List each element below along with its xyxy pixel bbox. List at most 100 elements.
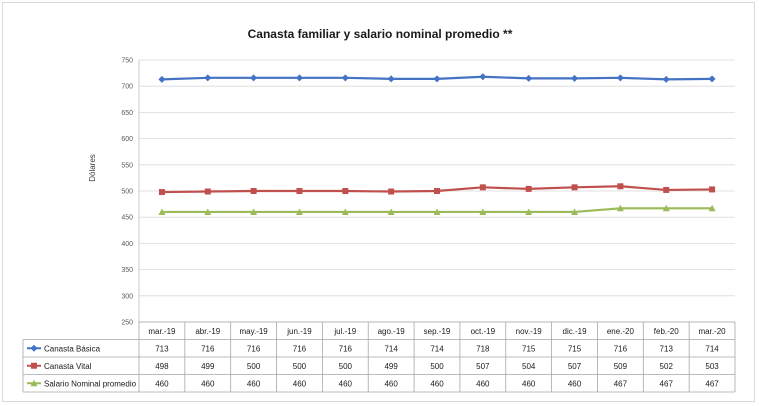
data-point xyxy=(525,185,532,192)
data-label: 499 xyxy=(384,362,398,371)
y-tick-label: 650 xyxy=(121,110,133,117)
y-tick-label: 250 xyxy=(121,320,133,327)
data-point xyxy=(525,208,533,215)
x-tick-label: jul.-19 xyxy=(333,327,356,336)
data-label: 460 xyxy=(339,379,353,388)
data-point xyxy=(708,75,716,83)
y-tick-label: 550 xyxy=(121,162,133,169)
data-point xyxy=(204,74,212,82)
data-point xyxy=(662,75,670,83)
data-point xyxy=(479,184,486,191)
y-axis-ticks: 250 300 350 400 450 500 550 600 650 700 750 xyxy=(121,58,133,327)
data-label: 460 xyxy=(247,379,261,388)
legend-entry: Canasta Básica xyxy=(44,344,101,353)
data-label: 500 xyxy=(247,362,261,371)
data-label: 714 xyxy=(705,344,719,353)
data-label: 504 xyxy=(522,362,536,371)
x-tick-label: abr.-19 xyxy=(195,327,220,336)
data-label: 467 xyxy=(705,379,719,388)
data-point xyxy=(342,188,349,194)
data-label: 714 xyxy=(384,344,398,353)
legend-key-marker xyxy=(30,379,38,387)
data-point xyxy=(250,74,258,82)
data-point xyxy=(158,75,166,83)
data-point xyxy=(341,74,349,82)
x-tick-label: jun.-19 xyxy=(286,327,312,336)
data-point xyxy=(158,189,165,196)
y-tick-label: 600 xyxy=(121,136,133,143)
data-point xyxy=(616,204,624,212)
data-label: 715 xyxy=(568,344,582,353)
data-point xyxy=(571,74,579,82)
x-tick-label: may.-19 xyxy=(239,327,268,336)
x-tick-label: oct.-19 xyxy=(471,327,496,336)
data-label: 460 xyxy=(293,379,307,388)
x-tick-label: mar.-20 xyxy=(699,327,727,336)
legend-entry: Salario Nominal promedio xyxy=(44,379,137,388)
data-label: 460 xyxy=(201,379,215,388)
data-point xyxy=(433,208,441,215)
data-label: 460 xyxy=(522,379,536,388)
data-label: 500 xyxy=(430,362,444,371)
data-point xyxy=(387,208,395,215)
x-tick-label: sep.-19 xyxy=(424,327,451,336)
data-label: 507 xyxy=(476,362,490,371)
data-point xyxy=(479,208,487,215)
data-point xyxy=(204,188,211,195)
y-tick-label: 350 xyxy=(121,267,133,274)
data-point xyxy=(250,208,258,215)
data-label: 713 xyxy=(660,344,674,353)
data-point xyxy=(709,186,716,193)
x-tick-label: nov.-19 xyxy=(516,327,543,336)
data-label: 716 xyxy=(201,344,215,353)
y-axis-label: Dólares xyxy=(88,154,97,182)
y-tick-label: 450 xyxy=(121,215,133,222)
chart-title: Canasta familiar y salario nominal prome… xyxy=(248,27,513,41)
data-label: 715 xyxy=(522,344,536,353)
data-point xyxy=(296,188,303,194)
data-point xyxy=(708,204,716,212)
y-tick-label: 400 xyxy=(121,241,133,248)
x-tick-label: dic.-19 xyxy=(563,327,588,336)
data-point xyxy=(617,183,624,190)
data-label: 502 xyxy=(660,362,674,371)
data-label: 460 xyxy=(476,379,490,388)
data-label: 714 xyxy=(430,344,444,353)
data-point xyxy=(341,208,349,215)
data-label: 460 xyxy=(568,379,582,388)
data-label: 503 xyxy=(705,362,719,371)
data-label: 500 xyxy=(293,362,307,371)
data-point xyxy=(616,74,624,82)
data-label: 716 xyxy=(293,344,307,353)
legend-key-marker xyxy=(30,344,38,352)
x-tick-label: mar.-19 xyxy=(148,327,176,336)
y-tick-label: 700 xyxy=(121,84,133,91)
data-point xyxy=(434,188,440,194)
y-tick-label: 750 xyxy=(121,58,133,65)
data-point xyxy=(295,208,303,215)
data-point xyxy=(433,75,441,83)
data-label: 467 xyxy=(660,379,674,388)
y-tick-label: 300 xyxy=(121,293,133,300)
data-point xyxy=(158,208,166,215)
data-label: 460 xyxy=(155,379,169,388)
chart-frame: Canasta familiar y salario nominal prome… xyxy=(2,2,755,402)
y-tick-label: 500 xyxy=(121,189,133,196)
legend-entry: Canasta Vital xyxy=(44,362,92,371)
data-point xyxy=(204,208,212,215)
data-point xyxy=(525,74,533,82)
line-chart: Canasta familiar y salario nominal prome… xyxy=(22,27,736,393)
data-point xyxy=(663,186,670,193)
data-label: 713 xyxy=(155,344,169,353)
x-tick-label: ago.-19 xyxy=(378,327,406,336)
x-tick-label: feb.-20 xyxy=(654,327,679,336)
x-tick-label: ene.-20 xyxy=(607,327,635,336)
data-label: 716 xyxy=(339,344,353,353)
data-label: 716 xyxy=(614,344,628,353)
data-label: 498 xyxy=(155,362,169,371)
data-label: 507 xyxy=(568,362,582,371)
data-point xyxy=(662,204,670,212)
data-point xyxy=(388,188,395,195)
data-label: 500 xyxy=(339,362,353,371)
data-label: 718 xyxy=(476,344,490,353)
